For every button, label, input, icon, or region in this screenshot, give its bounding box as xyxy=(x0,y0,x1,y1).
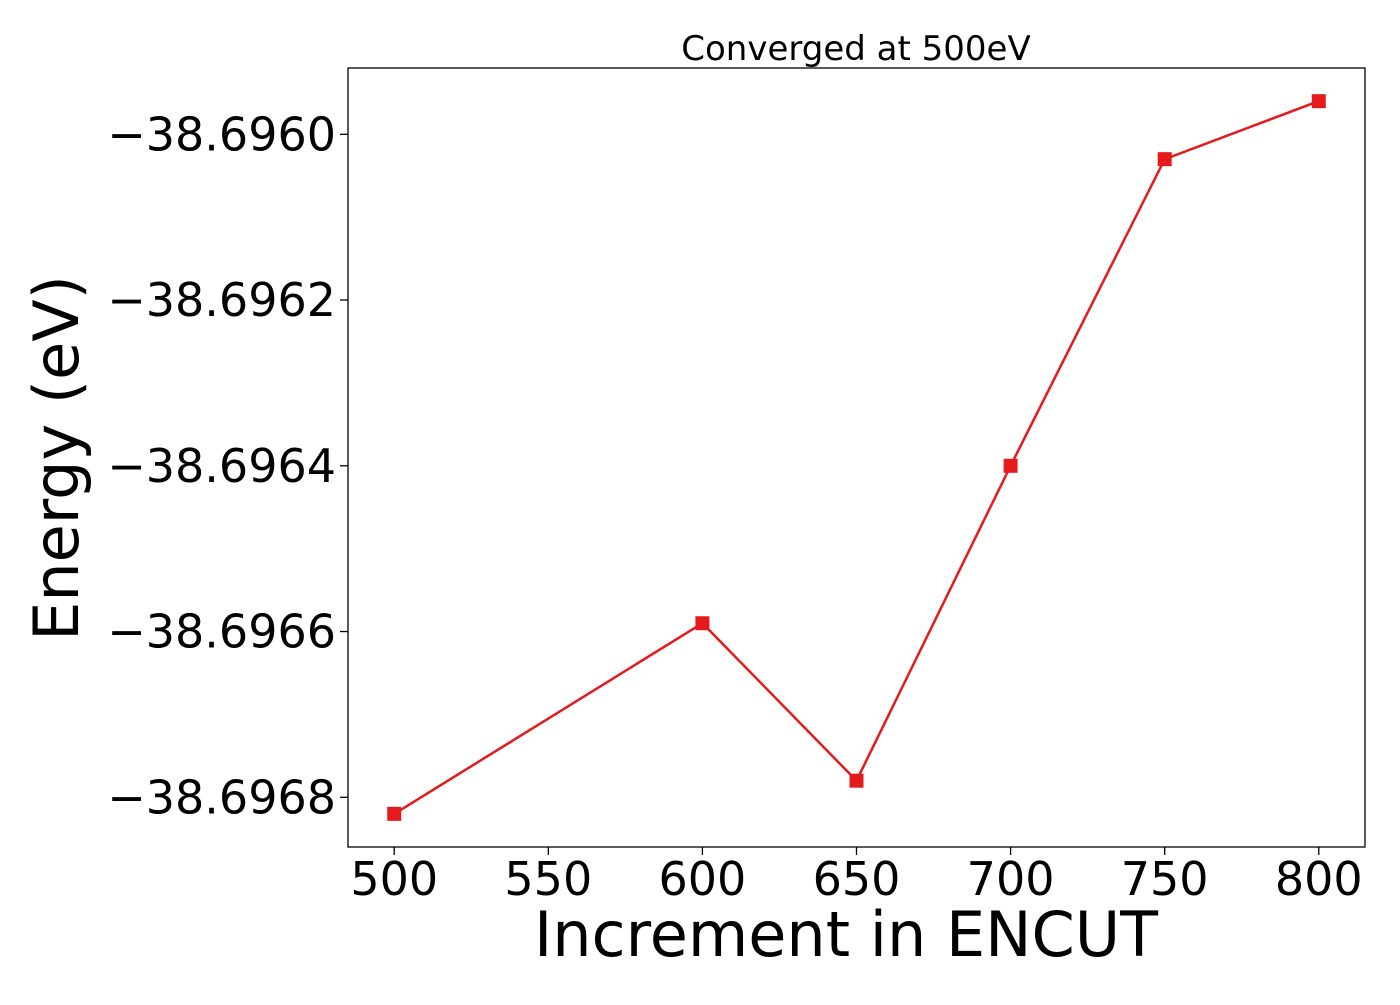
data-point-marker xyxy=(1003,458,1018,473)
data-point-marker xyxy=(1311,94,1326,109)
data-point-marker xyxy=(849,773,864,788)
y-tick-label: −38.6962 xyxy=(107,273,336,327)
series-line xyxy=(393,99,1320,815)
y-tick-label: −38.6960 xyxy=(107,107,336,161)
y-axis-title: Energy (eV) xyxy=(20,275,93,641)
data-point-marker xyxy=(1157,152,1172,167)
x-tick-label: 800 xyxy=(1275,852,1363,906)
data-point-marker xyxy=(695,616,710,631)
x-axis-ticks: 500 550 600 650 700 750 800 xyxy=(350,847,1363,906)
data-point-marker xyxy=(387,806,402,821)
x-axis-title: Increment in ENCUT xyxy=(534,898,1159,971)
x-tick-label: 550 xyxy=(504,852,592,906)
x-tick-label: 750 xyxy=(1121,852,1209,906)
x-tick-label: 500 xyxy=(350,852,438,906)
chart-title: Converged at 500eV xyxy=(681,29,1030,69)
y-tick-label: −38.6964 xyxy=(107,439,336,493)
plot-area-frame xyxy=(347,67,1366,848)
series-markers xyxy=(387,94,1326,821)
x-tick-label: 600 xyxy=(659,852,747,906)
x-tick-label: 650 xyxy=(813,852,901,906)
x-tick-label: 700 xyxy=(967,852,1055,906)
y-tick-label: −38.6966 xyxy=(107,605,336,659)
y-axis-ticks: −38.6968 −38.6966 −38.6964 −38.6962 −38.6960 xyxy=(107,107,348,824)
y-tick-label: −38.6968 xyxy=(107,770,336,824)
